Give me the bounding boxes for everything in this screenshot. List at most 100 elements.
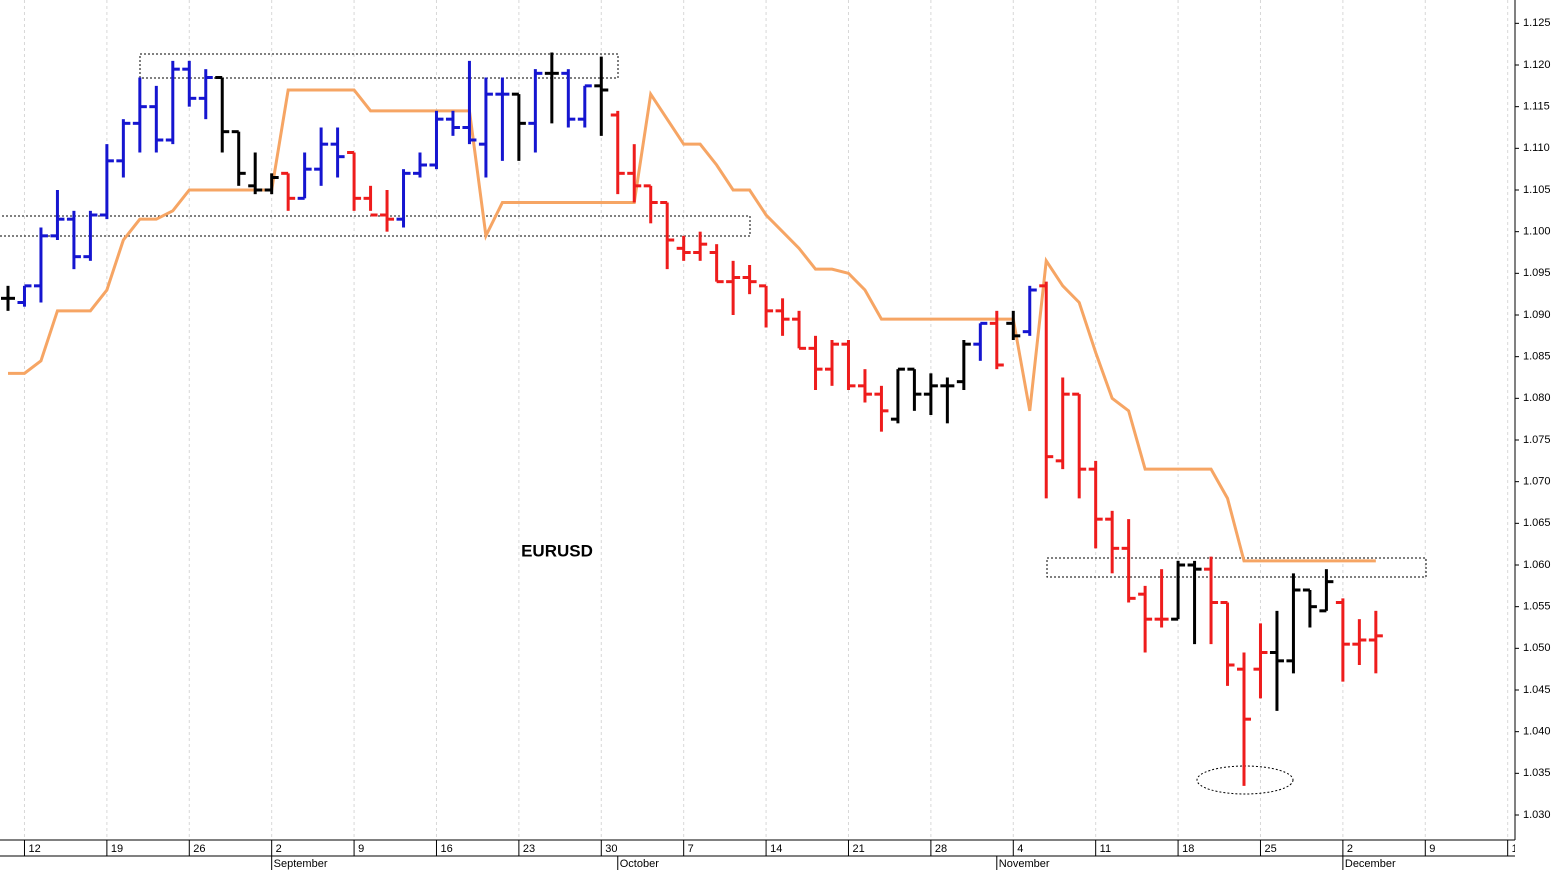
range-box	[1046, 557, 1427, 578]
ohlc-bar	[973, 321, 988, 361]
ohlc-bar	[907, 367, 922, 411]
ohlc-bar	[1253, 623, 1268, 699]
month-label: November	[999, 858, 1050, 870]
x-tick-label: 28	[935, 843, 947, 855]
ohlc-bar	[709, 244, 724, 284]
ohlc-bar	[215, 76, 230, 153]
x-tick-label: 19	[111, 843, 123, 855]
y-tick-label: 1.040	[1523, 726, 1551, 738]
ohlc-bar	[1204, 556, 1219, 645]
ohlc-bar	[1006, 310, 1021, 340]
range-box	[0, 215, 751, 237]
ohlc-bar	[17, 284, 32, 307]
ohlc-bar	[1039, 281, 1054, 499]
ohlc-bar	[1319, 569, 1334, 613]
ohlc-bar	[1105, 510, 1120, 574]
ohlc-bar	[1055, 377, 1070, 470]
x-tick-label: 2	[1347, 843, 1353, 855]
ohlc-bar	[726, 260, 741, 315]
ohlc-bar	[1269, 610, 1284, 711]
y-tick-label: 1.115	[1523, 101, 1550, 113]
x-axis-labels: 12 19 26 2 9 16 23 30 7 14 21 28 4 11 18 25 2 9 16 Septembe…	[23, 840, 1524, 870]
month-label: December	[1345, 858, 1396, 870]
ohlc-bar	[297, 152, 312, 200]
ohlc-bar	[1335, 598, 1350, 682]
x-tick-label: 18	[1182, 843, 1194, 855]
month-label: October	[620, 858, 659, 870]
ohlc-bar	[347, 151, 362, 211]
ohlc-bar	[693, 231, 708, 261]
y-tick-label: 1.075	[1523, 434, 1551, 446]
ohlc-bar	[1072, 392, 1087, 499]
ohlc-bar	[989, 310, 1004, 370]
x-tick-label: 16	[1512, 843, 1524, 855]
ohlc-bar	[544, 52, 559, 124]
ohlc-bar	[577, 84, 592, 128]
ohlc-bar	[149, 85, 164, 153]
ohlc-bar	[1088, 460, 1103, 549]
x-tick-label: 2	[276, 843, 282, 855]
ohlc-bar	[1352, 619, 1367, 665]
ohlc-bar	[248, 152, 263, 195]
ohlc-bar	[841, 340, 856, 390]
ohlc-bar	[165, 60, 180, 145]
x-tick-label: 9	[358, 843, 364, 855]
ohlc-bar	[956, 340, 971, 390]
x-tick-label: 16	[440, 843, 452, 855]
y-tick-label: 1.060	[1523, 559, 1551, 571]
ohlc-bar	[1302, 588, 1317, 628]
ohlc-bar	[627, 144, 642, 203]
ohlc-bar	[1286, 573, 1301, 674]
ohlc-bar	[1368, 610, 1383, 674]
ohlc-bar	[923, 373, 938, 415]
ohlc-bar	[396, 169, 411, 228]
y-tick-label: 1.110	[1523, 142, 1550, 154]
ohlc-bar	[1138, 585, 1153, 653]
ohlc-bar	[742, 265, 757, 295]
ohlc-bar	[495, 77, 510, 161]
ohlc-bar	[33, 227, 48, 303]
month-label: September	[274, 858, 328, 870]
x-tick-label: 30	[605, 843, 617, 855]
ohlc-bar	[264, 173, 279, 195]
ohlc-bar	[1022, 285, 1037, 336]
ohlc-bar	[940, 377, 955, 424]
ohlc-bar	[1, 285, 15, 311]
ohlc-bar	[676, 235, 691, 261]
x-tick-label: 25	[1264, 843, 1276, 855]
ohlc-bar	[1121, 519, 1136, 603]
ohlc-bar	[561, 69, 576, 128]
ohlc-bar	[874, 385, 889, 432]
ohlc-bar	[825, 340, 839, 386]
ohlc-bar	[1187, 560, 1202, 645]
x-tick-label: 7	[688, 843, 694, 855]
ohlc-bar	[594, 56, 609, 136]
ohlc-bar	[314, 127, 329, 186]
ohlc-bar	[99, 144, 114, 220]
grid	[23, 0, 1509, 840]
ohlc-bar	[1237, 652, 1251, 786]
y-tick-label: 1.090	[1523, 309, 1551, 321]
ohlc-bar	[413, 152, 427, 178]
x-tick-label: 9	[1429, 843, 1435, 855]
ohlc-bar	[643, 184, 658, 224]
x-tick-label: 14	[770, 843, 782, 855]
y-tick-label: 1.030	[1523, 809, 1551, 821]
ohlc-bar	[281, 171, 296, 211]
y-tick-label: 1.085	[1523, 351, 1551, 363]
ohlc-bar	[198, 69, 213, 120]
y-tick-label: 1.120	[1523, 59, 1551, 71]
ohlc-bar	[462, 60, 477, 145]
range-box	[139, 53, 619, 79]
ohlc-bar	[50, 190, 65, 240]
x-tick-label: 11	[1100, 843, 1111, 855]
ohlc-bar	[660, 201, 675, 270]
ohlc-bar	[363, 185, 378, 217]
y-tick-label: 1.100	[1523, 226, 1551, 238]
x-tick-label: 4	[1017, 843, 1023, 855]
ohlc-bar	[528, 69, 543, 153]
y-tick-label: 1.070	[1523, 476, 1551, 488]
ohlc-bar	[429, 110, 444, 170]
ohlc-bar	[1154, 569, 1169, 628]
ohlc-bar	[759, 284, 774, 328]
